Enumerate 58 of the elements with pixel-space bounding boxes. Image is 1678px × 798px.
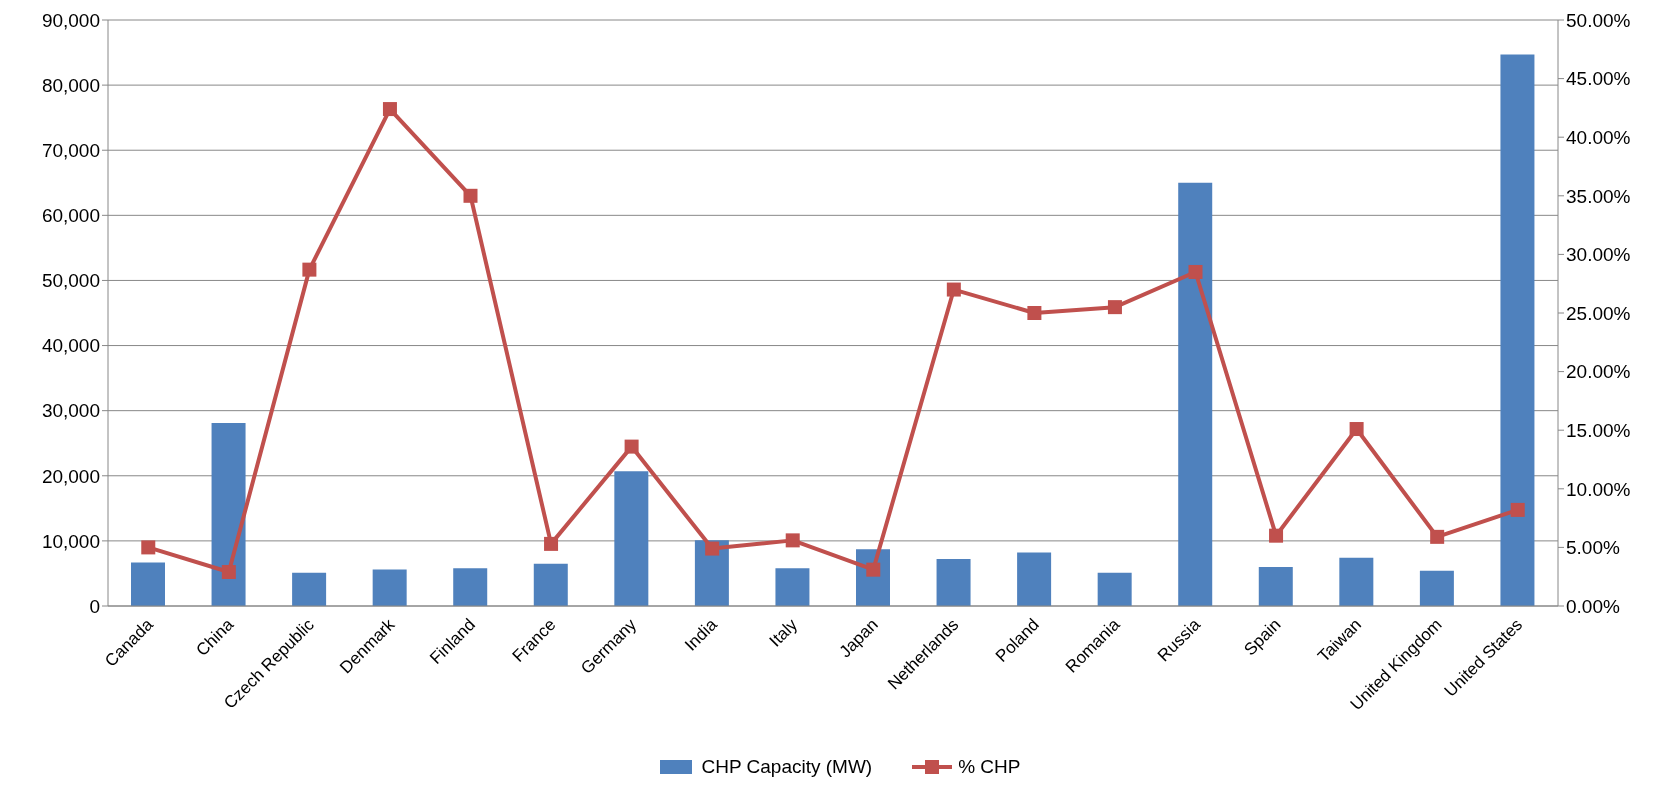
point xyxy=(1430,529,1445,544)
bar xyxy=(614,471,649,606)
y-tick-label: 10,000 xyxy=(41,530,100,552)
point xyxy=(382,102,397,117)
point xyxy=(141,540,156,555)
bar xyxy=(372,569,407,606)
point xyxy=(785,533,800,548)
y2-tick-label: 40.00% xyxy=(1566,126,1631,148)
point xyxy=(866,562,881,577)
bar xyxy=(775,568,810,606)
y-tick-label: 90,000 xyxy=(41,9,100,31)
bar xyxy=(292,572,327,606)
point xyxy=(705,541,720,556)
y-tick-label: 40,000 xyxy=(41,335,100,357)
y2-tick-label: 10.00% xyxy=(1566,478,1631,500)
point xyxy=(221,565,236,580)
y-tick-label: 70,000 xyxy=(41,139,100,161)
y2-tick-label: 25.00% xyxy=(1566,302,1631,324)
point xyxy=(302,262,317,277)
bar xyxy=(453,568,488,606)
point xyxy=(1269,528,1284,543)
point xyxy=(1510,502,1525,517)
point xyxy=(1349,422,1364,437)
point xyxy=(1027,306,1042,320)
bar xyxy=(936,559,971,606)
y-tick-label: 0 xyxy=(89,595,100,617)
bar xyxy=(1339,557,1374,606)
bar xyxy=(1258,566,1293,606)
point xyxy=(1188,264,1203,279)
y2-tick-label: 15.00% xyxy=(1566,419,1631,441)
point xyxy=(624,439,639,454)
bar xyxy=(131,562,165,606)
legend-label: % CHP xyxy=(957,756,1021,778)
bar xyxy=(1017,552,1052,606)
bar xyxy=(211,423,246,606)
x-tick-label: Italy xyxy=(765,614,802,651)
bar xyxy=(533,563,568,606)
bar xyxy=(1500,54,1535,606)
y2-tick-label: 30.00% xyxy=(1566,244,1631,266)
y2-tick-label: 35.00% xyxy=(1566,185,1631,207)
y-tick-label: 50,000 xyxy=(41,270,100,292)
legend-label: CHP Capacity (MW) xyxy=(700,756,873,778)
y-tick-label: 20,000 xyxy=(41,465,100,487)
bar xyxy=(1419,570,1454,606)
y2-tick-label: 0.00% xyxy=(1566,595,1620,617)
y2-tick-label: 20.00% xyxy=(1566,361,1631,383)
point xyxy=(946,282,961,297)
y2-tick-label: 5.00% xyxy=(1566,537,1620,559)
y-tick-label: 30,000 xyxy=(41,400,100,422)
point xyxy=(463,188,478,203)
y2-tick-label: 45.00% xyxy=(1566,68,1631,90)
point xyxy=(1107,300,1122,315)
bar xyxy=(1178,182,1213,606)
bar xyxy=(1097,572,1132,606)
point xyxy=(544,536,559,551)
y-tick-label: 80,000 xyxy=(41,74,100,96)
y2-tick-label: 50.00% xyxy=(1566,9,1631,31)
y-tick-label: 60,000 xyxy=(41,205,100,227)
